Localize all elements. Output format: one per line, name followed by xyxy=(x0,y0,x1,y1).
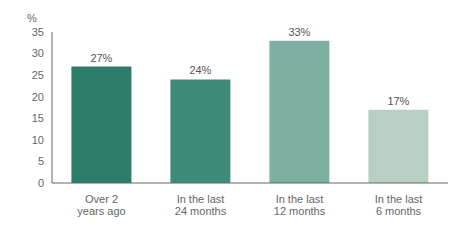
svg-text:In the last24 months: In the last24 months xyxy=(175,193,227,217)
svg-text:35: 35 xyxy=(32,26,44,38)
svg-text:27%: 27% xyxy=(90,52,112,64)
svg-text:25: 25 xyxy=(32,69,44,81)
svg-text:24%: 24% xyxy=(189,64,211,76)
svg-text:5: 5 xyxy=(38,155,44,167)
svg-text:33%: 33% xyxy=(288,26,310,38)
svg-text:20: 20 xyxy=(32,91,44,103)
svg-text:In the last6 months: In the last6 months xyxy=(375,193,423,217)
svg-text:30: 30 xyxy=(32,47,44,59)
svg-text:In the last12 months: In the last12 months xyxy=(274,193,326,217)
svg-text:10: 10 xyxy=(32,134,44,146)
svg-text:17%: 17% xyxy=(387,95,409,107)
svg-text:Over 2years ago: Over 2years ago xyxy=(77,193,125,217)
svg-text:%: % xyxy=(27,12,37,24)
svg-text:15: 15 xyxy=(32,112,44,124)
svg-text:0: 0 xyxy=(38,177,44,189)
